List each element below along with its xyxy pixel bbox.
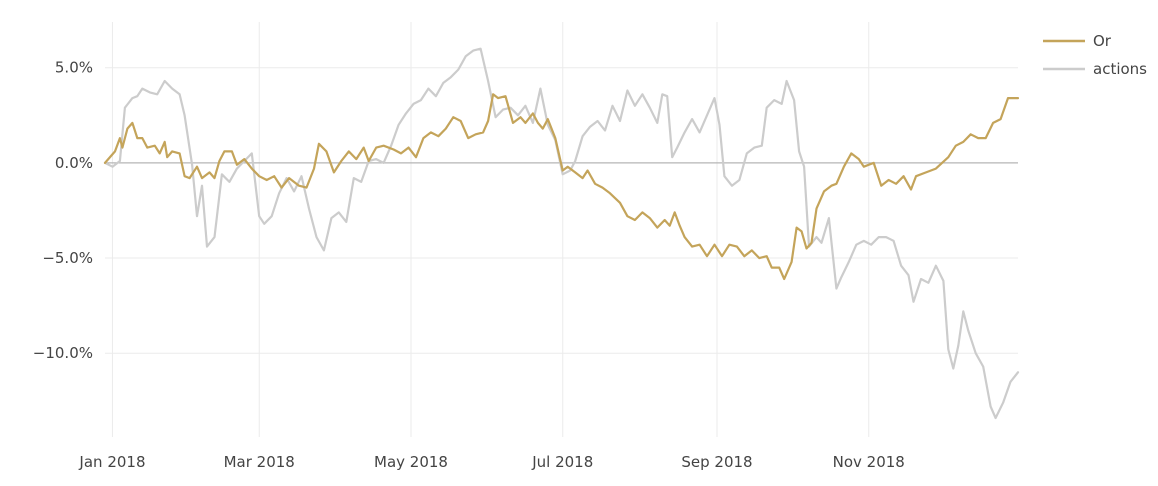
x-tick-label: Sep 2018 (681, 453, 752, 471)
y-tick-labels: 5.0% 0.0% −5.0% −10.0% (33, 59, 93, 363)
series-lines (103, 47, 1020, 420)
series-line-or (103, 93, 1020, 281)
series-line-actions (103, 47, 1020, 420)
x-tick-label: May 2018 (374, 453, 448, 471)
x-tick-labels: Jan 2018 Mar 2018 May 2018 Jul 2018 Sep 2018… (78, 453, 904, 471)
legend-label: actions (1093, 60, 1147, 78)
x-tick-label: Nov 2018 (833, 453, 905, 471)
x-tick-label: Jul 2018 (531, 453, 593, 471)
legend-item-or[interactable]: Or (1043, 32, 1112, 50)
y-tick-label: 5.0% (55, 59, 93, 77)
x-tick-label: Jan 2018 (78, 453, 145, 471)
x-tick-label: Mar 2018 (224, 453, 295, 471)
x-gridlines (111, 22, 870, 437)
y-tick-label: −10.0% (33, 344, 93, 362)
y-gridlines (105, 67, 1018, 354)
y-tick-label: −5.0% (42, 249, 93, 267)
legend[interactable]: Or actions (1043, 32, 1147, 78)
legend-item-actions[interactable]: actions (1043, 60, 1147, 78)
y-tick-label: 0.0% (55, 154, 93, 172)
legend-label: Or (1093, 32, 1112, 50)
